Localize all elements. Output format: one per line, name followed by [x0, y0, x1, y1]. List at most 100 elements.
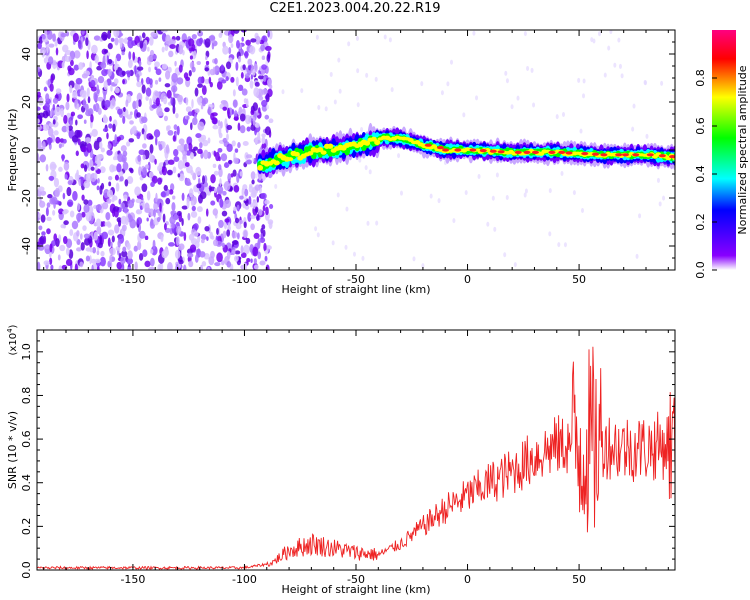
- heatmap-speckle: [194, 240, 200, 249]
- heatmap-speckle: [172, 166, 177, 174]
- x-tick-label: -150: [120, 273, 145, 286]
- heatmap-peak-cell: [581, 152, 589, 156]
- heatmap-peak-cell: [497, 150, 505, 154]
- heatmap-speckle: [510, 104, 514, 110]
- y-tick-label: 0: [20, 147, 33, 154]
- heatmap-speckle: [572, 190, 576, 196]
- heatmap-speckle: [123, 106, 126, 113]
- heatmap-speckle: [66, 93, 70, 103]
- heatmap-speckle: [94, 54, 99, 64]
- heatmap-speckle: [85, 211, 92, 222]
- heatmap-peak-cell: [558, 150, 566, 154]
- heatmap-speckle: [62, 44, 69, 53]
- x-tick-label: -100: [232, 273, 257, 286]
- heatmap-speckle: [577, 77, 581, 83]
- heatmap-speckle: [37, 66, 41, 73]
- heatmap-speckle: [234, 148, 239, 153]
- heatmap-speckle: [163, 184, 168, 192]
- heatmap-speckle: [100, 250, 105, 257]
- heatmap-speckle: [81, 194, 85, 201]
- heatmap-speckle: [144, 235, 149, 241]
- heatmap-speckle: [128, 51, 132, 60]
- heatmap-speckle: [168, 50, 174, 58]
- heatmap-speckle: [125, 99, 129, 108]
- heatmap-speckle: [122, 161, 129, 171]
- heatmap-speckle: [352, 251, 356, 257]
- heatmap-speckle: [46, 43, 49, 54]
- heatmap-speckle: [161, 46, 165, 53]
- heatmap-speckle: [39, 235, 45, 246]
- heatmap-speckle: [160, 234, 164, 243]
- heatmap-speckle: [345, 206, 349, 212]
- heatmap-speckle: [46, 137, 53, 144]
- heatmap-speckle: [254, 184, 261, 191]
- heatmap-speckle: [191, 34, 197, 40]
- heatmap-speckle: [205, 55, 208, 61]
- heatmap-speckle: [263, 75, 267, 83]
- colorbar-gradient: [712, 30, 736, 270]
- heatmap-speckle: [81, 146, 87, 153]
- heatmap-speckle: [47, 194, 53, 199]
- heatmap-speckle: [122, 150, 128, 157]
- heatmap-peak-cell: [469, 148, 477, 152]
- heatmap-speckle: [67, 199, 74, 208]
- heatmap-speckle: [300, 88, 304, 94]
- heatmap-speckle: [603, 72, 607, 78]
- heatmap-speckle: [475, 95, 479, 101]
- heatmap-speckle: [57, 254, 61, 261]
- heatmap-speckle: [253, 258, 257, 265]
- heatmap-peak-cell: [646, 153, 654, 157]
- heatmap-speckle: [75, 77, 83, 85]
- heatmap-speckle: [237, 84, 244, 92]
- heatmap-speckle: [234, 217, 240, 224]
- heatmap-speckle: [232, 99, 238, 108]
- heatmap-speckle: [38, 225, 43, 231]
- heatmap-speckle: [240, 72, 244, 79]
- heatmap-speckle: [169, 216, 176, 225]
- heatmap-speckle: [247, 58, 253, 66]
- heatmap-speckle: [266, 53, 271, 63]
- heatmap-speckle: [250, 38, 257, 43]
- heatmap-speckle: [115, 182, 120, 192]
- heatmap-speckle: [139, 205, 143, 210]
- heatmap-speckle: [69, 59, 74, 67]
- heatmap-speckle: [117, 239, 121, 248]
- heatmap-speckle: [183, 264, 187, 270]
- heatmap-speckle: [188, 233, 195, 241]
- heatmap-speckle: [211, 117, 218, 125]
- heatmap-speckle: [240, 245, 244, 254]
- heatmap-peak-cell: [565, 151, 573, 155]
- heatmap-speckle: [505, 78, 509, 84]
- heatmap-y-ticks: -40 -20 0 20 40: [20, 29, 675, 271]
- heatmap-speckle: [331, 240, 335, 246]
- heatmap-speckle: [201, 98, 206, 107]
- heatmap-speckle: [388, 37, 392, 43]
- heatmap-speckle: [217, 147, 223, 153]
- heatmap-speckle: [196, 183, 202, 189]
- heatmap-speckle: [166, 169, 173, 176]
- heatmap-speckle: [227, 173, 232, 182]
- heatmap-speckle: [262, 229, 266, 237]
- heatmap-speckle: [214, 58, 218, 65]
- heatmap-speckle: [161, 30, 168, 33]
- heatmap-speckle: [82, 225, 87, 232]
- heatmap-speckle: [206, 236, 209, 241]
- heatmap-speckle: [175, 236, 180, 246]
- heatmap-speckle: [97, 177, 100, 184]
- heatmap-speckle: [38, 112, 46, 118]
- heatmap-speckle: [43, 86, 48, 92]
- heatmap-peak-cell: [479, 149, 487, 153]
- heatmap-speckle: [164, 44, 169, 52]
- heatmap-speckle: [375, 220, 379, 226]
- heatmap-speckle: [216, 252, 223, 263]
- heatmap-speckle: [167, 262, 173, 270]
- heatmap-ridge-cell: [257, 164, 264, 171]
- heatmap-speckle: [195, 166, 202, 176]
- heatmap-speckle: [258, 75, 265, 80]
- heatmap-speckle: [660, 80, 664, 86]
- heatmap-speckle: [324, 106, 328, 112]
- heatmap-speckle: [169, 39, 176, 45]
- heatmap-speckle: [261, 64, 267, 70]
- heatmap-speckle: [97, 75, 105, 84]
- heatmap-speckle: [75, 119, 78, 126]
